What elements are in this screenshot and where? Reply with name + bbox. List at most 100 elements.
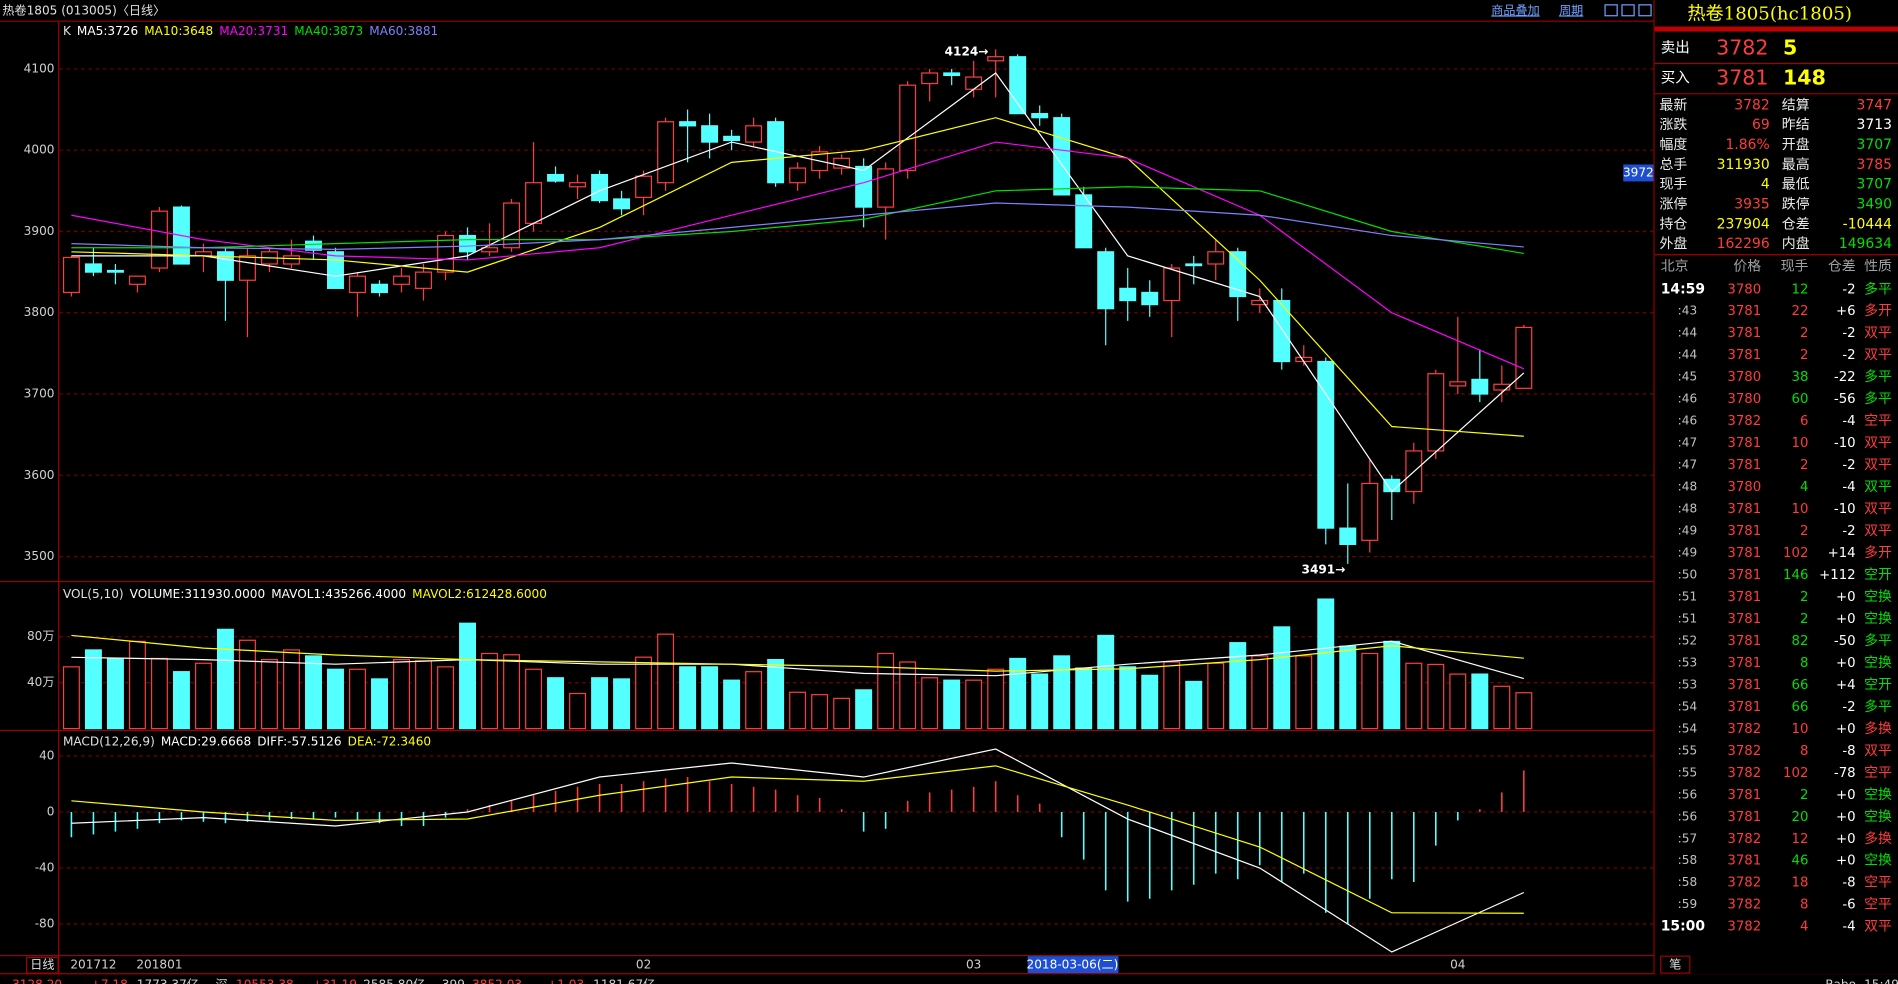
stat-value: 3490 bbox=[1857, 197, 1892, 213]
trade-price: 3781 bbox=[1727, 854, 1761, 869]
volume-bar bbox=[459, 622, 477, 730]
trade-price: 3782 bbox=[1727, 832, 1761, 847]
trade-time: 15:00 bbox=[1661, 919, 1706, 935]
trade-volume: 66 bbox=[1792, 700, 1809, 715]
status-item: 10553.38 bbox=[236, 978, 294, 984]
cursor-price-box bbox=[1623, 164, 1654, 182]
volume-bar bbox=[679, 666, 697, 730]
candle-body bbox=[150, 210, 168, 269]
indicator-line bbox=[71, 748, 1525, 953]
trade-price: 3781 bbox=[1727, 656, 1761, 671]
trade-change: +4 bbox=[1836, 678, 1856, 693]
candle-body bbox=[635, 175, 653, 198]
trade-nature: 空换 bbox=[1864, 852, 1892, 869]
status-item: 3128.20 bbox=[12, 978, 62, 984]
volume-bar bbox=[172, 671, 190, 730]
trade-price: 3781 bbox=[1727, 700, 1761, 715]
trade-time: :52 bbox=[1678, 633, 1697, 647]
stat-value: 149634 bbox=[1839, 236, 1892, 252]
trade-nature: 多平 bbox=[1864, 368, 1892, 385]
trade-nature: 双平 bbox=[1864, 919, 1892, 935]
trade-time: :46 bbox=[1678, 392, 1697, 406]
toolbar-link[interactable]: 周期 bbox=[1559, 3, 1583, 17]
trade-volume: 2 bbox=[1800, 788, 1808, 803]
trade-nature: 多平 bbox=[1864, 390, 1892, 407]
bid-label: 买入 bbox=[1661, 70, 1690, 87]
volume-bar bbox=[1405, 662, 1423, 730]
trade-time: :48 bbox=[1678, 502, 1697, 516]
trade-volume: 2 bbox=[1800, 524, 1808, 539]
status-item: +31.19 bbox=[312, 978, 357, 984]
volume-bar bbox=[1185, 680, 1203, 730]
trade-price: 3782 bbox=[1727, 766, 1761, 781]
stat-value: -10444 bbox=[1843, 216, 1892, 232]
window-buttons[interactable] bbox=[1604, 4, 1652, 17]
y-tick-label: 0 bbox=[47, 805, 55, 819]
stat-label: 内盘 bbox=[1782, 235, 1810, 252]
candle-body bbox=[327, 251, 344, 289]
stat-value: 69 bbox=[1752, 117, 1770, 133]
volume-bar bbox=[1251, 655, 1269, 730]
stat-label: 现手 bbox=[1660, 177, 1688, 193]
trade-nature: 空开 bbox=[1864, 677, 1892, 693]
trade-change: +0 bbox=[1836, 590, 1856, 605]
trade-volume: 60 bbox=[1792, 392, 1809, 407]
y-tick-label: 4100 bbox=[24, 61, 55, 75]
trade-change: -8 bbox=[1842, 744, 1855, 759]
trade-change: -2 bbox=[1842, 458, 1855, 473]
cursor-price: 3972 bbox=[1623, 165, 1654, 179]
volume-bar bbox=[767, 658, 785, 730]
candle-body bbox=[393, 275, 410, 285]
trade-price: 3781 bbox=[1727, 524, 1761, 539]
tab-label[interactable]: 笔 bbox=[1669, 957, 1681, 972]
legend-title: K bbox=[63, 24, 72, 38]
stat-label: 持仓 bbox=[1660, 216, 1688, 232]
legend-entry: DEA:-72.3460 bbox=[348, 734, 431, 748]
trade-volume: 10 bbox=[1792, 502, 1809, 517]
trade-nature: 双平 bbox=[1864, 347, 1892, 363]
trade-time: :53 bbox=[1678, 677, 1697, 691]
trade-header: 现手 bbox=[1781, 258, 1809, 274]
volume-bar bbox=[62, 666, 80, 730]
candle-body bbox=[283, 255, 300, 265]
volume-bar bbox=[877, 652, 895, 730]
volume-bar bbox=[525, 668, 543, 730]
candle-body bbox=[1515, 326, 1533, 389]
candle-body bbox=[943, 72, 961, 77]
trade-price: 3781 bbox=[1727, 612, 1761, 627]
y-tick-label: 3700 bbox=[24, 387, 55, 401]
trade-price: 3781 bbox=[1727, 788, 1761, 803]
trade-time: :43 bbox=[1678, 304, 1697, 318]
trade-nature: 空开 bbox=[1864, 567, 1892, 583]
trade-price: 3781 bbox=[1727, 502, 1761, 517]
candle-body bbox=[1097, 251, 1115, 310]
volume-bar bbox=[1427, 663, 1445, 730]
period-box[interactable] bbox=[26, 956, 59, 974]
stat-label: 外盘 bbox=[1660, 235, 1688, 252]
candle-body bbox=[1185, 263, 1203, 267]
candle-body bbox=[305, 240, 322, 251]
low-annotation: 3491→ bbox=[1302, 562, 1346, 576]
volume-bar bbox=[1295, 655, 1313, 730]
trade-price: 3782 bbox=[1727, 898, 1761, 913]
legend-entry: MA40:3873 bbox=[294, 24, 363, 38]
x-tick-label: 03 bbox=[966, 958, 981, 972]
period-label[interactable]: 日线 bbox=[30, 958, 54, 972]
volume-bar bbox=[216, 628, 234, 730]
trade-volume: 4 bbox=[1800, 480, 1808, 495]
trade-change: +0 bbox=[1836, 612, 1856, 627]
trade-time: :58 bbox=[1678, 875, 1697, 889]
trade-change: -56 bbox=[1834, 392, 1856, 407]
stat-label: 涨停 bbox=[1660, 196, 1688, 213]
candle-body bbox=[503, 202, 521, 249]
volume-bar bbox=[1119, 666, 1137, 730]
trade-volume: 2 bbox=[1800, 590, 1808, 605]
volume-bar bbox=[1053, 655, 1071, 730]
trade-nature: 多换 bbox=[1864, 720, 1892, 737]
cursor-date-box bbox=[1027, 956, 1119, 974]
tab[interactable] bbox=[1660, 955, 1691, 974]
trade-price: 3781 bbox=[1727, 436, 1761, 451]
y-tick-label: -80 bbox=[35, 916, 55, 930]
toolbar-link[interactable]: 商品叠加 bbox=[1491, 2, 1539, 17]
stat-value: 3707 bbox=[1857, 177, 1892, 193]
